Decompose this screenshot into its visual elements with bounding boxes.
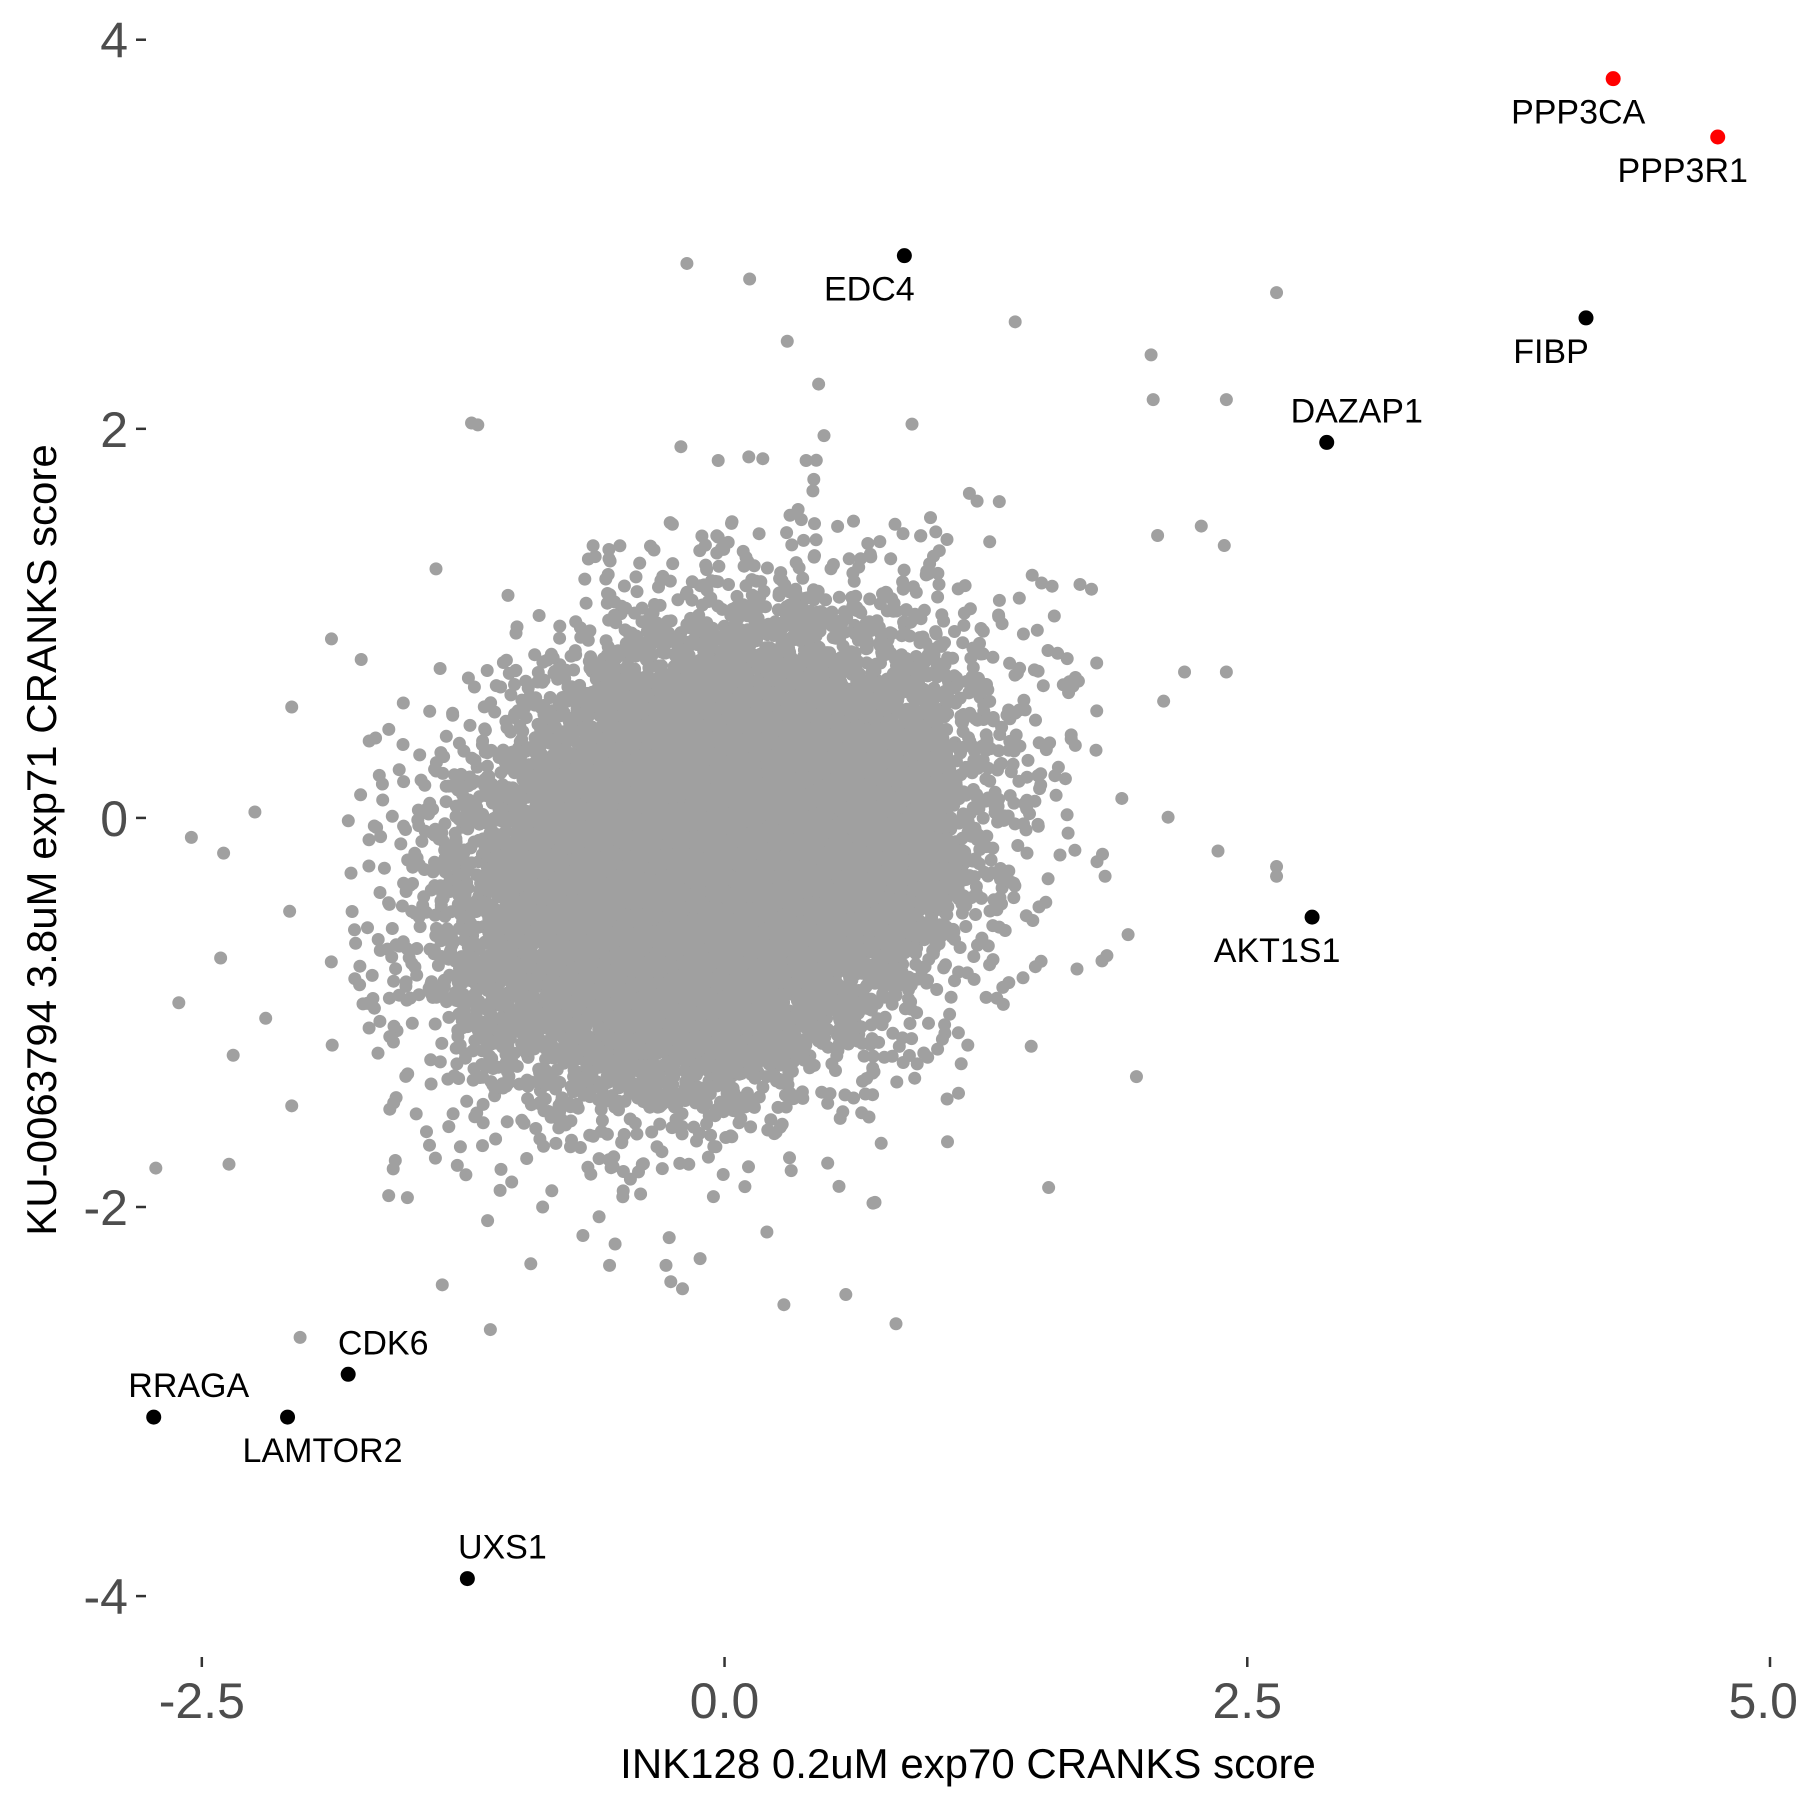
background-point (341, 814, 355, 828)
background-point (505, 1175, 519, 1189)
background-point (354, 788, 368, 802)
background-point (1031, 817, 1045, 831)
background-point (508, 678, 521, 691)
background-point (371, 1046, 385, 1060)
background-point (439, 795, 453, 809)
background-point (957, 618, 971, 632)
background-point (353, 959, 367, 973)
background-point (504, 688, 518, 702)
background-point (940, 1092, 954, 1106)
background-point (433, 662, 447, 675)
background-point (662, 1231, 676, 1245)
background-point (630, 585, 644, 599)
background-point (481, 1214, 495, 1228)
background-point (1100, 949, 1114, 963)
background-point (890, 1075, 904, 1089)
background-point (676, 1282, 689, 1296)
background-point (579, 596, 593, 610)
background-point (931, 1042, 945, 1056)
background-point (948, 625, 961, 638)
background-point (742, 450, 756, 464)
background-point (970, 494, 984, 508)
background-point (954, 1057, 968, 1071)
background-point (808, 517, 821, 531)
background-point (348, 923, 361, 937)
background-point (501, 588, 515, 602)
background-point (442, 1120, 456, 1134)
background-point (857, 1049, 871, 1063)
background-point (956, 636, 970, 650)
background-point (1060, 808, 1074, 822)
background-point (809, 533, 823, 547)
background-point (1058, 772, 1072, 786)
background-point (248, 805, 262, 819)
background-point (396, 738, 410, 751)
background-point (886, 1026, 900, 1040)
background-point (362, 833, 376, 847)
background-point (396, 696, 410, 710)
background-point (405, 1016, 419, 1030)
background-point (780, 526, 794, 540)
background-point (1090, 656, 1104, 670)
background-point (992, 593, 1006, 607)
background-point (543, 691, 557, 704)
background-point (1045, 579, 1059, 593)
background-point (628, 1116, 642, 1130)
background-point (785, 538, 799, 552)
background-point (888, 517, 902, 531)
background-point-cloud (217, 417, 1175, 1312)
background-point (992, 495, 1006, 509)
background-point (520, 1152, 534, 1165)
background-point (974, 622, 988, 635)
background-point (630, 1127, 644, 1141)
background-point (797, 533, 811, 547)
background-point (983, 535, 997, 549)
background-point (463, 718, 477, 732)
background-point (664, 1275, 678, 1289)
background-point (704, 1128, 718, 1142)
background-point (348, 972, 362, 986)
background-point (1030, 623, 1044, 637)
background-point (1016, 971, 1030, 985)
background-point (500, 1115, 514, 1129)
background-point (592, 1152, 606, 1166)
background-point (371, 933, 385, 946)
background-point (819, 593, 833, 607)
background-point (832, 590, 846, 604)
background-point (635, 601, 649, 615)
background-point (799, 454, 813, 467)
background-point (673, 1156, 687, 1170)
background-point (1161, 810, 1175, 824)
background-point (983, 958, 997, 972)
background-point (736, 544, 750, 558)
background-point (634, 1187, 648, 1201)
background-point (863, 1038, 877, 1052)
background-point (826, 558, 840, 571)
background-point (1007, 891, 1021, 905)
background-point (943, 1007, 957, 1021)
